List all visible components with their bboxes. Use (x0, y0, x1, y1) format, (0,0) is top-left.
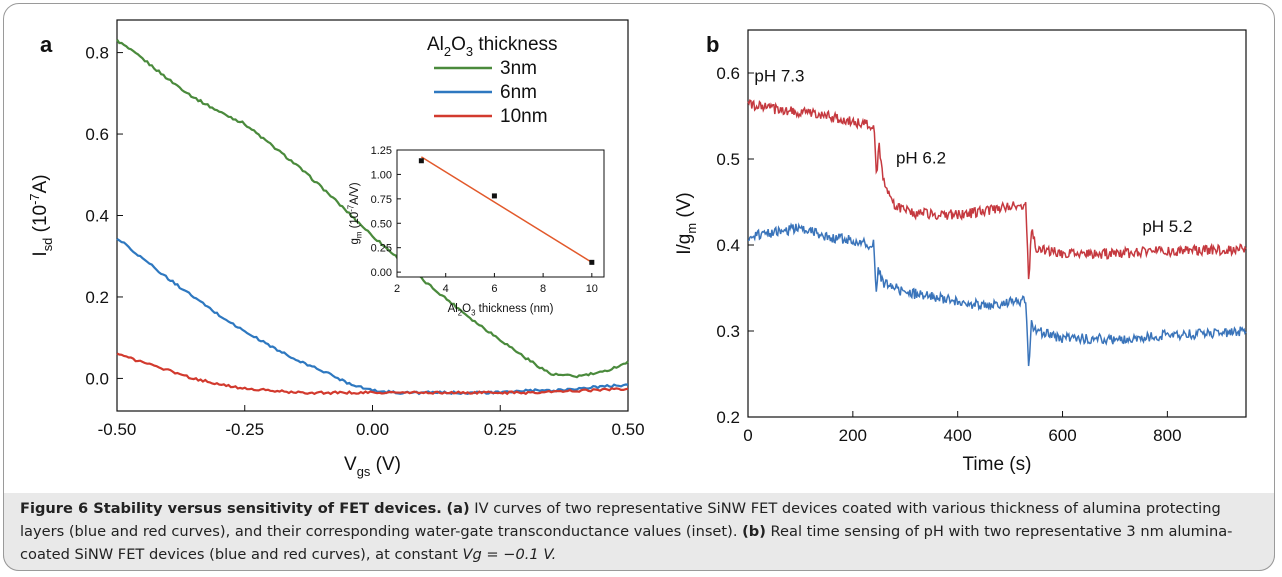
panel-a-ytick-label: 0.8 (85, 44, 109, 63)
panel-b-ytick-label: 0.4 (716, 236, 740, 255)
caption-label-b: (b) (742, 523, 766, 540)
panel-b-annotation-0: pH 7.3 (754, 67, 804, 86)
panel-b-series-1 (748, 222, 1247, 367)
panel-a-ytick-label: 0.4 (85, 207, 109, 226)
inset-xtick-label: 10 (586, 283, 598, 295)
panel-b: 0 200 400 600 800 0.2 0.3 0.4 0.5 0.6 Time (s) I/gm… (674, 29, 1247, 475)
panel-a-ytick-label: 0.0 (85, 369, 109, 388)
panel-b-xtick-label: 200 (839, 426, 867, 445)
inset-xtick-label: 8 (540, 283, 546, 295)
inset-ylabel: gm (10-7A/V) (347, 182, 364, 244)
panel-a-xlabel: Vgs (V) (344, 454, 401, 479)
panel-b-ylabel: I/gm (V) (674, 192, 699, 255)
figure-chart: -0.50 -0.25 0.00 0.25 0.500.00.20.40.60.8Vgs… (27, 19, 1247, 479)
inset-chart: 2 4 6 8 10 0.00 0.25 0.50 0.75 1.00 1.25 Al2O3 thic… (347, 145, 605, 318)
panel-b-xlabel: Time (s) (963, 454, 1032, 475)
panel-a-xtick-label: 0.25 (484, 420, 517, 439)
panel-b-label: b (706, 32, 719, 57)
figure-frame (3, 3, 1275, 571)
panel-a-label: a (40, 32, 53, 57)
inset-xtick-label: 4 (443, 283, 449, 295)
figure-caption: Figure 6 Stability versus sensitivity of… (20, 497, 1265, 566)
inset-point (589, 259, 595, 265)
panel-b-xtick-label: 400 (943, 426, 971, 445)
inset-xlabel: Al2O3 thickness (nm) (448, 303, 554, 318)
inset-ytick-label: 0.75 (371, 194, 392, 206)
inset-point (491, 193, 497, 199)
panel-a-xtick-label: -0.25 (225, 420, 264, 439)
panel-a-series-10nm (116, 352, 629, 396)
panel-a-series-6nm (116, 237, 629, 396)
panel-a-series-3nm (116, 38, 629, 379)
panel-a-ytick-label: 0.6 (85, 125, 109, 144)
panel-a-xtick-label: 0.00 (356, 420, 389, 439)
inset-point (418, 158, 424, 164)
legend-entry-10nm: 10nm (500, 106, 548, 127)
panel-a-ylabel: Isd (10-7A) (27, 174, 55, 256)
panel-a: -0.50 -0.25 0.00 0.25 0.50 0.0 0.2 0.4 0.6 0.8 Vgs… (27, 19, 645, 479)
panel-b-ytick-label: 0.2 (716, 408, 740, 427)
panel-b-ytick-label: 0.5 (716, 150, 740, 169)
panel-b-series-0 (747, 99, 1247, 280)
inset-ytick-label: 0.25 (371, 243, 392, 255)
panel-b-annotation-1: pH 6.2 (896, 148, 946, 167)
legend-entry-6nm: 6nm (500, 82, 537, 103)
panel-b-xtick-label: 800 (1153, 426, 1181, 445)
panel-a-ytick-label: 0.2 (85, 288, 109, 307)
panel-a-xtick-label: -0.50 (98, 420, 137, 439)
inset-ytick-label: 0.00 (371, 267, 392, 279)
panel-a-xtick-label: 0.50 (611, 420, 644, 439)
inset-xtick-label: 6 (491, 283, 497, 295)
inset-ytick-label: 1.00 (371, 169, 392, 181)
inset-fit-line (420, 156, 593, 263)
caption-label-a: (a) (446, 500, 470, 517)
caption-text-a: IV curves of two representative SiNW FET… (20, 500, 1221, 540)
legend-title: Al2O3 thickness (427, 34, 558, 59)
caption-vg: Vg = −0.1 V. (462, 546, 557, 563)
inset-ytick-label: 1.25 (371, 145, 392, 157)
panel-b-xtick-label: 600 (1048, 426, 1076, 445)
inset-ytick-label: 0.50 (371, 218, 392, 230)
inset-xtick-label: 2 (394, 283, 400, 295)
panel-b-ytick-label: 0.6 (716, 64, 740, 83)
caption-title: Figure 6 Stability versus sensitivity of… (20, 500, 442, 517)
legend-entry-3nm: 3nm (500, 58, 537, 79)
panel-b-ytick-label: 0.3 (716, 322, 740, 341)
caption-text-b: Real time sensing of pH with two represe… (20, 523, 1233, 563)
panel-b-xtick-label: 0 (743, 426, 752, 445)
panel-b-axes-box (747, 29, 1247, 418)
panel-b-annotation-2: pH 5.2 (1142, 217, 1192, 236)
caption-band (3, 493, 1275, 571)
inset-axes-box (396, 149, 605, 278)
